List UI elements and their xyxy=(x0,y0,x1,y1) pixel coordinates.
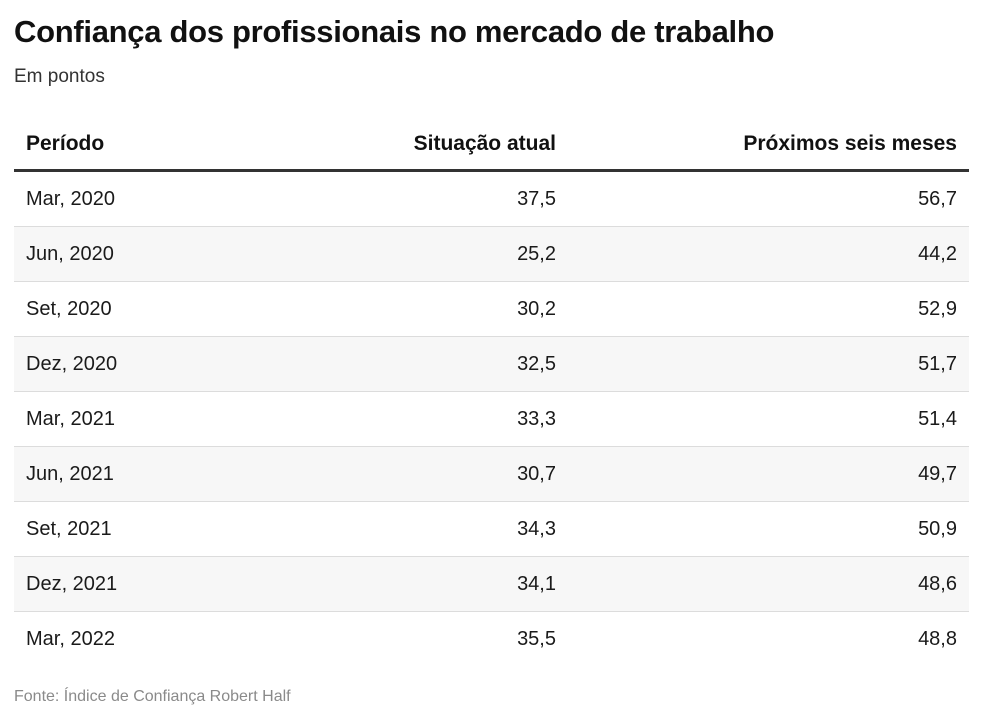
cell-situacao-atual: 34,1 xyxy=(517,572,556,595)
cell-proximos-seis-meses: 51,4 xyxy=(918,407,957,430)
chart-title: Confiança dos profissionais no mercado d… xyxy=(14,14,775,49)
cell-periodo: Mar, 2021 xyxy=(26,407,115,430)
cell-periodo: Dez, 2021 xyxy=(26,572,118,595)
cell-periodo: Mar, 2020 xyxy=(26,187,115,210)
table-header-row: Período Situação atual Próximos seis mes… xyxy=(14,118,969,172)
table-row: Dez, 2021 34,1 48,6 xyxy=(14,557,969,612)
data-table: Período Situação atual Próximos seis mes… xyxy=(14,118,969,666)
chart-subtitle: Em pontos xyxy=(14,66,105,87)
cell-situacao-atual: 34,3 xyxy=(517,517,556,540)
table-row: Mar, 2021 33,3 51,4 xyxy=(14,392,969,447)
column-header-situacao-atual: Situação atual xyxy=(413,131,556,155)
cell-proximos-seis-meses: 56,7 xyxy=(918,187,957,210)
cell-periodo: Jun, 2020 xyxy=(26,242,114,265)
column-header-proximos-seis-meses: Próximos seis meses xyxy=(743,131,957,155)
table-row: Jun, 2021 30,7 49,7 xyxy=(14,447,969,502)
cell-proximos-seis-meses: 48,6 xyxy=(918,572,957,595)
cell-situacao-atual: 33,3 xyxy=(517,407,556,430)
cell-proximos-seis-meses: 52,9 xyxy=(918,297,957,320)
cell-periodo: Set, 2020 xyxy=(26,297,112,320)
cell-periodo: Set, 2021 xyxy=(26,517,112,540)
table-row: Jun, 2020 25,2 44,2 xyxy=(14,227,969,282)
table-row: Mar, 2020 37,5 56,7 xyxy=(14,172,969,227)
cell-proximos-seis-meses: 50,9 xyxy=(918,517,957,540)
source-note: Fonte: Índice de Confiança Robert Half xyxy=(14,688,291,705)
cell-proximos-seis-meses: 44,2 xyxy=(918,242,957,265)
table-body: Mar, 2020 37,5 56,7 Jun, 2020 25,2 44,2 Set, 2… xyxy=(14,172,969,666)
cell-situacao-atual: 32,5 xyxy=(517,352,556,375)
column-header-periodo: Período xyxy=(26,131,105,155)
cell-proximos-seis-meses: 49,7 xyxy=(918,462,957,485)
table-row: Mar, 2022 35,5 48,8 xyxy=(14,612,969,666)
cell-situacao-atual: 30,7 xyxy=(517,462,556,485)
table-row: Dez, 2020 32,5 51,7 xyxy=(14,337,969,392)
cell-situacao-atual: 25,2 xyxy=(517,242,556,265)
cell-periodo: Dez, 2020 xyxy=(26,352,118,375)
table-row: Set, 2020 30,2 52,9 xyxy=(14,282,969,337)
cell-proximos-seis-meses: 48,8 xyxy=(918,627,957,650)
cell-situacao-atual: 35,5 xyxy=(517,627,556,650)
cell-periodo: Jun, 2021 xyxy=(26,462,114,485)
cell-situacao-atual: 37,5 xyxy=(517,187,556,210)
cell-situacao-atual: 30,2 xyxy=(517,297,556,320)
cell-periodo: Mar, 2022 xyxy=(26,627,115,650)
cell-proximos-seis-meses: 51,7 xyxy=(918,352,957,375)
table-row: Set, 2021 34,3 50,9 xyxy=(14,502,969,557)
